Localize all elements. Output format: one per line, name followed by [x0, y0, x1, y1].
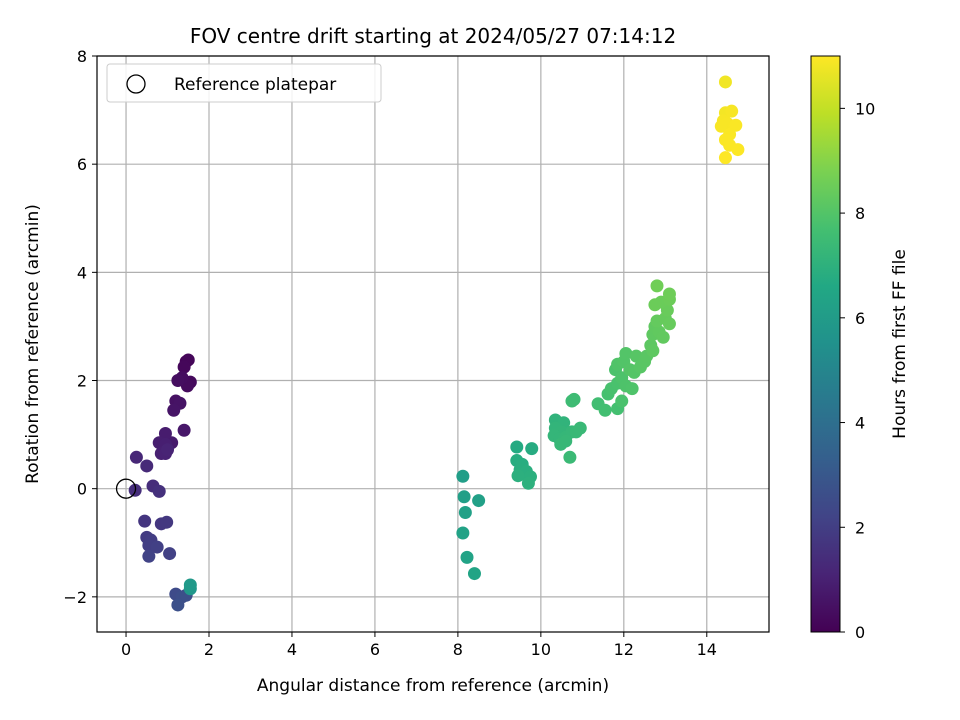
data-point — [467, 567, 481, 581]
data-point — [171, 598, 185, 612]
data-point — [140, 459, 154, 473]
data-point — [456, 526, 470, 540]
data-points — [115, 75, 745, 612]
data-point — [152, 484, 166, 498]
data-point — [460, 550, 474, 564]
legend-box — [106, 63, 382, 103]
data-point — [457, 490, 471, 504]
y-tick-label: 6 — [77, 155, 87, 174]
data-point — [158, 427, 172, 441]
colorbar-gradient — [810, 55, 841, 633]
colorbar-tick-label: 6 — [855, 309, 865, 328]
colorbar-tick-label: 2 — [855, 518, 865, 537]
y-tick-label: −2 — [63, 588, 87, 607]
colorbar-tick-label: 10 — [855, 99, 875, 118]
x-tick-label: 0 — [121, 640, 131, 659]
data-point — [511, 469, 525, 483]
data-point — [521, 476, 535, 490]
y-tick-label: 8 — [77, 47, 87, 66]
colorbar: 0 2 4 6 8 10 Hours from first FF file — [810, 55, 910, 642]
plot-frame — [96, 55, 770, 633]
data-point — [163, 547, 177, 561]
data-point — [615, 394, 629, 408]
colorbar-tick-label: 4 — [855, 414, 865, 433]
data-point — [525, 442, 539, 456]
data-point — [177, 423, 191, 437]
colorbar-ticks: 0 2 4 6 8 10 — [840, 99, 875, 642]
data-point — [160, 515, 174, 529]
data-point — [129, 450, 143, 464]
data-point — [573, 421, 587, 435]
data-point — [567, 392, 581, 406]
y-axis-ticks: −2 0 2 4 6 8 — [63, 47, 97, 607]
data-point — [510, 440, 524, 454]
data-point — [646, 344, 660, 358]
x-tick-label: 8 — [453, 640, 463, 659]
data-point — [161, 443, 175, 457]
grid-lines — [97, 55, 769, 632]
data-point — [650, 279, 664, 293]
data-point — [718, 75, 732, 89]
data-point — [714, 119, 728, 133]
data-point — [662, 317, 676, 331]
data-point — [183, 578, 197, 592]
y-tick-label: 4 — [77, 263, 87, 282]
data-point — [563, 450, 577, 464]
chart-title: FOV centre drift starting at 2024/05/27 … — [190, 24, 676, 48]
reference-platepar-marker — [115, 478, 137, 499]
data-point — [648, 298, 662, 312]
data-point — [625, 382, 639, 396]
x-tick-label: 2 — [204, 640, 214, 659]
x-tick-label: 14 — [697, 640, 717, 659]
x-axis-label: Angular distance from reference (arcmin) — [257, 676, 609, 696]
data-point — [150, 540, 164, 554]
data-point — [619, 346, 633, 360]
data-point — [559, 434, 573, 448]
data-point — [167, 403, 181, 417]
data-point — [598, 403, 612, 417]
legend-label: Reference platepar — [174, 75, 336, 95]
y-axis-label: Rotation from reference (arcmin) — [23, 204, 43, 484]
data-point — [729, 118, 743, 132]
data-point — [171, 374, 185, 388]
colorbar-label: Hours from first FF file — [890, 249, 910, 439]
x-tick-label: 12 — [614, 640, 634, 659]
legend-marker — [126, 74, 146, 94]
x-tick-label: 6 — [370, 640, 380, 659]
data-point — [656, 330, 670, 344]
data-point — [177, 360, 191, 374]
y-tick-label: 0 — [77, 480, 87, 499]
data-point — [458, 505, 472, 519]
x-tick-label: 10 — [531, 640, 551, 659]
x-tick-label: 4 — [287, 640, 297, 659]
data-point — [662, 287, 676, 301]
data-point — [725, 104, 739, 118]
data-point — [142, 549, 156, 563]
colorbar-tick-label: 0 — [855, 623, 865, 642]
colorbar-tick-label: 8 — [855, 204, 865, 223]
data-point — [731, 143, 745, 157]
data-point — [138, 514, 152, 528]
x-axis-ticks: 0 2 4 6 8 10 12 14 — [121, 632, 717, 659]
data-point — [718, 151, 732, 165]
legend: Reference platepar — [106, 63, 382, 103]
data-point — [472, 494, 486, 508]
data-point — [456, 469, 470, 483]
y-tick-label: 2 — [77, 372, 87, 391]
